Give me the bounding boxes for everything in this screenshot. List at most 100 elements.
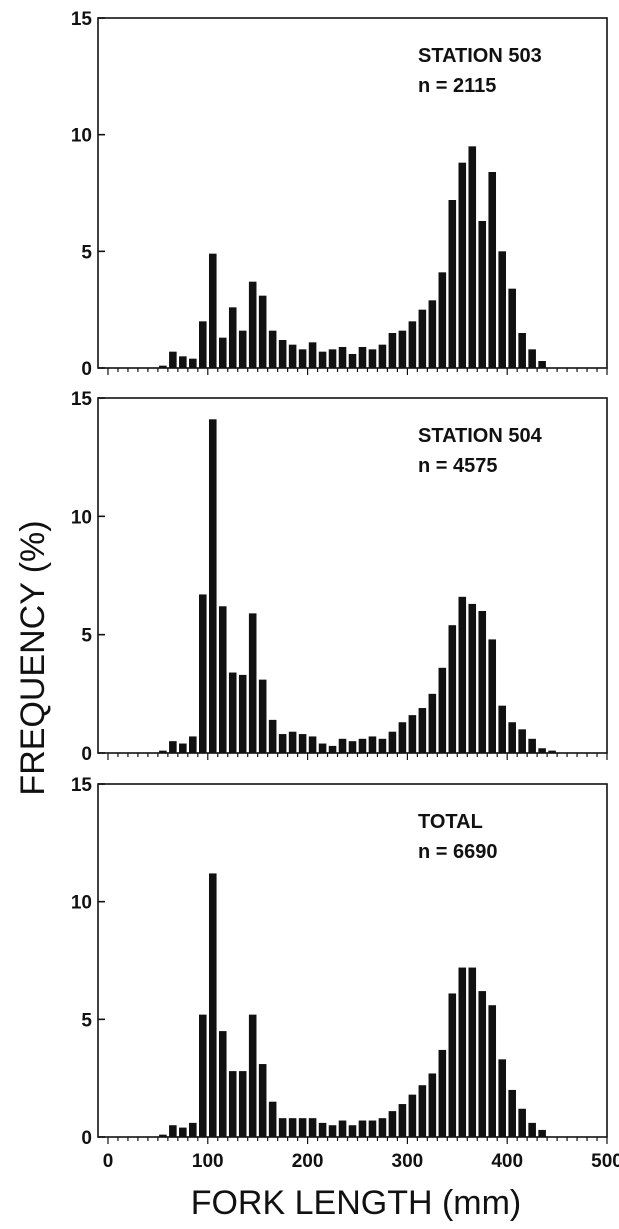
x-tick-label: 400: [491, 1151, 523, 1172]
histogram-bar: [318, 1122, 327, 1137]
histogram-bar: [228, 672, 237, 753]
histogram-bar: [428, 300, 437, 368]
histogram-bar: [318, 351, 327, 368]
y-tick-label: 10: [71, 126, 92, 147]
histogram-bar: [218, 337, 227, 368]
histogram-bar: [498, 705, 506, 753]
histogram-bar: [208, 873, 217, 1137]
histogram-bar: [488, 172, 497, 368]
histogram-bar: [169, 351, 177, 368]
histogram-bar: [528, 1122, 536, 1137]
histogram-bar: [368, 736, 377, 753]
histogram-bar: [308, 342, 317, 368]
histogram-bar: [199, 321, 207, 368]
histogram-bar: [508, 1089, 516, 1137]
y-tick-label: 10: [71, 507, 92, 528]
histogram-bar: [398, 330, 407, 368]
histogram-bar: [258, 679, 267, 753]
histogram-bar: [448, 200, 457, 368]
histogram-bar: [458, 596, 467, 753]
panels-group: 0 5 10 15 STATION 503 n = 2115 0 5 10 15 STATION 5…: [71, 9, 619, 1172]
plot-frame: [97, 783, 608, 1138]
histogram-bar: [458, 162, 467, 368]
histogram-bar: [238, 674, 247, 753]
x-tick-label: 200: [292, 1151, 324, 1172]
histogram-bar: [268, 1101, 277, 1137]
histogram-bar: [498, 251, 506, 368]
x-tick-label: 100: [192, 1151, 224, 1172]
histogram-bar: [518, 333, 526, 368]
panel-label: TOTAL: [418, 811, 483, 833]
histogram-bar: [278, 1118, 287, 1137]
panel-2: 0 5 10 15 STATION 504 n = 4575: [71, 389, 608, 765]
histogram-bar: [218, 606, 227, 753]
histogram-bar: [388, 731, 397, 753]
histogram-bar: [328, 745, 337, 753]
histogram-bar: [408, 321, 417, 368]
histogram-bar: [348, 354, 357, 368]
histogram-bar: [179, 356, 187, 368]
histogram-bar: [448, 625, 457, 753]
histogram-bar: [159, 365, 167, 368]
y-tick-label: 10: [71, 893, 92, 914]
histogram-bar: [348, 741, 357, 753]
histogram-bar: [308, 1118, 317, 1137]
y-tick-label: 0: [81, 359, 92, 380]
histogram-bar: [468, 603, 477, 753]
histogram-bar: [528, 738, 536, 753]
histogram-bar: [169, 1125, 177, 1137]
histogram-bar: [318, 743, 327, 753]
histogram-bar: [408, 1094, 417, 1137]
histogram-bar: [238, 1071, 247, 1137]
histogram-bar: [208, 253, 217, 368]
histogram-bar: [398, 1104, 407, 1137]
histogram-bar: [248, 1014, 257, 1137]
histogram-bar: [208, 419, 217, 753]
histogram-bar: [288, 1118, 297, 1137]
histogram-bar: [268, 330, 277, 368]
histogram-bar: [358, 738, 367, 753]
histogram-bar: [189, 736, 197, 753]
histogram-bar: [498, 1059, 506, 1137]
y-tick-label: 5: [81, 626, 92, 647]
histogram-bar: [338, 738, 347, 753]
histogram-bar: [268, 719, 277, 753]
histogram-bar: [298, 349, 307, 368]
histogram-bar: [438, 1049, 447, 1137]
histogram-bar: [298, 734, 307, 753]
histogram-bar: [228, 1071, 237, 1137]
histogram-bar: [438, 272, 447, 368]
sample-size-label: n = 6690: [418, 841, 498, 863]
histogram-bar: [538, 748, 546, 753]
histogram-bar: [189, 1122, 197, 1137]
y-tick-label: 15: [71, 775, 93, 796]
histogram-bar: [248, 281, 257, 368]
histogram-bar: [258, 295, 267, 368]
histogram-bar: [458, 967, 467, 1137]
histogram-bar: [418, 708, 427, 753]
sample-size-label: n = 4575: [418, 455, 498, 477]
histogram-bar: [428, 1073, 437, 1137]
histogram-bar: [288, 344, 297, 368]
histogram-bar: [278, 340, 287, 368]
histogram-bar: [528, 349, 536, 368]
y-tick-label: 15: [71, 389, 93, 410]
y-tick-label: 5: [81, 242, 92, 263]
histogram-bar: [478, 221, 487, 368]
histogram-bar: [378, 1118, 387, 1137]
y-tick-label: 0: [81, 1128, 92, 1149]
histogram-bar: [199, 1014, 207, 1137]
histogram-bar: [518, 729, 526, 753]
histogram-bar: [508, 288, 516, 368]
plot-frame: [97, 397, 608, 754]
histogram-bar: [368, 349, 377, 368]
histogram-bar: [438, 667, 447, 753]
histogram-bar: [328, 1125, 337, 1137]
histogram-bar: [378, 738, 387, 753]
panel-label: STATION 503: [418, 45, 542, 67]
panel-3: 0 5 10 15 TOTAL n = 6690: [71, 775, 608, 1149]
x-tick-label: 300: [392, 1151, 424, 1172]
x-tick-label: 500: [591, 1151, 619, 1172]
histogram-bar: [218, 1031, 227, 1137]
histogram-bar: [388, 1111, 397, 1137]
